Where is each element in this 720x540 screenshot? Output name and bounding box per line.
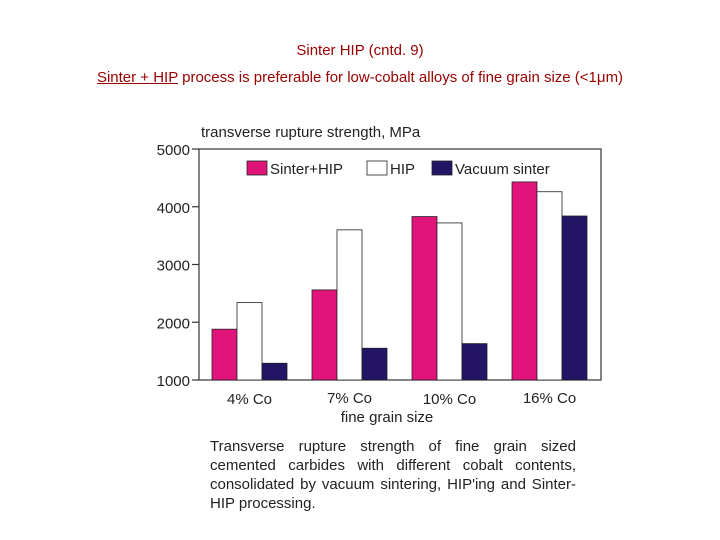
chart-caption: Transverse rupture strength of fine grai… (210, 438, 576, 512)
x-tick-label: 7% Co (327, 390, 372, 407)
bar-sinter-hip (211, 328, 238, 381)
x-tick-label: 4% Co (227, 391, 272, 408)
legend-label: HIP (390, 161, 415, 178)
y-axis-title: transverse rupture strength, MPa (201, 124, 421, 141)
bar-hip (336, 229, 363, 381)
bar-vacuum-sinter (561, 215, 588, 381)
bar-vacuum-sinter (461, 343, 488, 381)
slide-title: Sinter HIP (cntd. 9) (296, 42, 424, 59)
subtitle-mu-symbol: μ (596, 69, 606, 86)
y-tick-label: 2000 (157, 315, 190, 332)
y-tick-label: 3000 (157, 258, 190, 275)
y-tick-label: 1000 (157, 373, 190, 390)
x-tick-label: 16% Co (523, 390, 576, 407)
bar-hip (436, 222, 463, 381)
bar-hip (536, 191, 563, 381)
legend-swatch (431, 160, 453, 176)
bar-sinter-hip (511, 181, 538, 381)
bar-hip (236, 302, 263, 381)
bar-sinter-hip (411, 216, 438, 381)
legend-label: Vacuum sinter (455, 161, 550, 178)
bar-sinter-hip (311, 289, 338, 381)
legend-swatch (246, 160, 268, 176)
subtitle-end-text: m) (605, 69, 624, 86)
legend-swatch (366, 160, 388, 176)
bar-vacuum-sinter (261, 362, 288, 381)
x-tick-label: 10% Co (423, 391, 476, 408)
y-tick-label: 5000 (157, 142, 190, 159)
subtitle-underlined-text: Sinter + HIP (96, 69, 178, 86)
y-tick-label: 4000 (157, 200, 190, 217)
slide-subtitle: Sinter + HIP process is preferable for l… (0, 68, 720, 88)
subtitle-text: process is preferable for low-cobalt all… (177, 69, 597, 86)
x-axis-title: fine grain size (341, 409, 434, 426)
legend-label: Sinter+HIP (270, 161, 343, 178)
bar-vacuum-sinter (361, 347, 388, 381)
